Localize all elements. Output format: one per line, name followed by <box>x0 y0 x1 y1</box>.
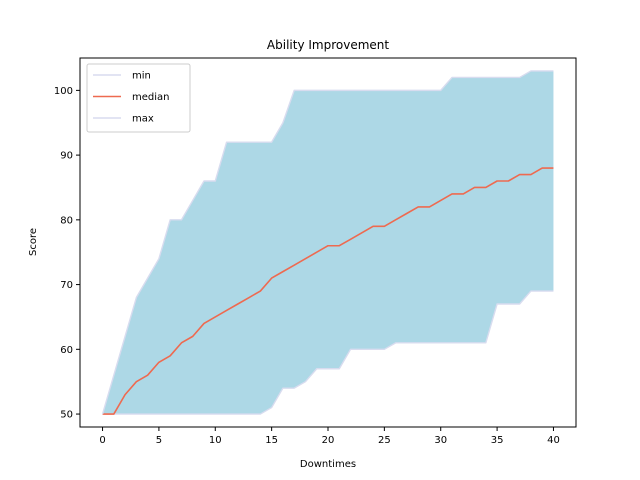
chart-title: Ability Improvement <box>267 38 389 52</box>
y-tick-label: 80 <box>60 215 73 226</box>
legend-box <box>86 63 191 133</box>
x-tick-label: 10 <box>209 435 222 446</box>
y-tick-label: 100 <box>54 86 73 97</box>
y-axis-label: Score <box>28 228 39 256</box>
legend-label-min: min <box>132 71 151 82</box>
series-line-median <box>102 167 554 415</box>
min-max-band <box>102 70 554 415</box>
x-tick-label: 40 <box>547 435 560 446</box>
x-tick-label: 15 <box>265 435 278 446</box>
x-tick-label: 35 <box>491 435 504 446</box>
y-tick-label: 90 <box>60 151 73 162</box>
series-line-min <box>102 290 554 415</box>
legend-label-median: median <box>132 92 170 103</box>
y-tick-label: 60 <box>60 345 73 356</box>
y-tick-label: 70 <box>60 280 73 291</box>
x-tick-label: 20 <box>322 435 335 446</box>
y-tick-label: 50 <box>60 410 73 421</box>
x-tick-label: 0 <box>99 435 105 446</box>
y-axis-ticks: 50 60 70 80 90 100 <box>54 86 80 421</box>
series-layer <box>101 70 554 415</box>
x-tick-label: 30 <box>434 435 447 446</box>
legend-label-max: max <box>132 114 154 125</box>
x-tick-label: 25 <box>378 435 391 446</box>
x-axis-label: Downtimes <box>300 459 356 470</box>
x-tick-label: 5 <box>156 435 162 446</box>
series-line-max <box>101 70 554 415</box>
x-axis-ticks: 0 5 10 15 20 25 30 35 40 <box>99 427 560 446</box>
legend: min median max <box>86 63 191 133</box>
